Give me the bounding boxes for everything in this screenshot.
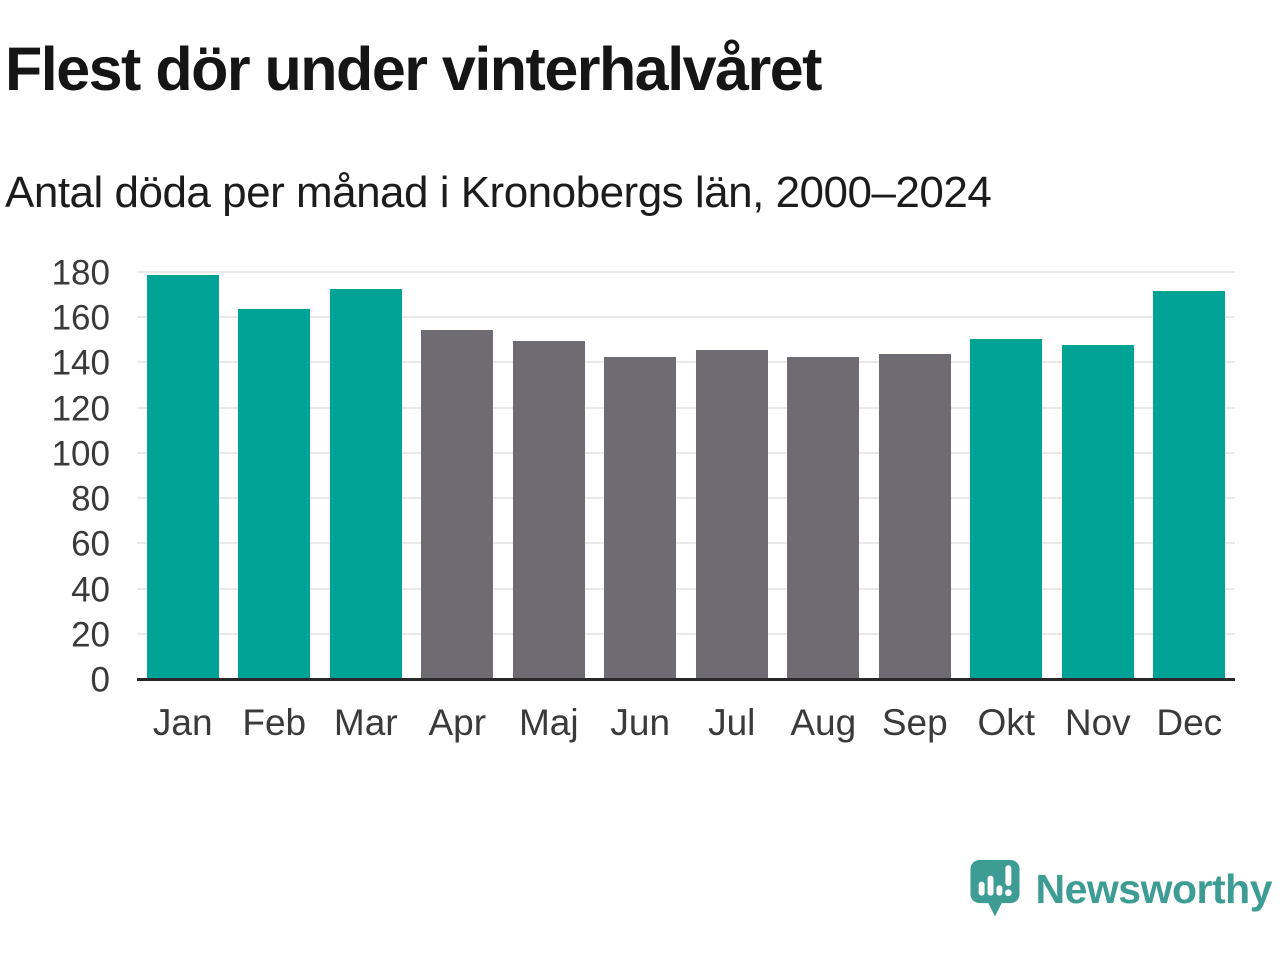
- x-axis-line: [137, 678, 1235, 681]
- bar-slot-sep: [869, 273, 961, 680]
- newsworthy-logo: Newsworthy: [969, 858, 1273, 920]
- y-tick-label-160: 160: [51, 298, 110, 338]
- plot-area: [137, 271, 1236, 681]
- bar-okt: [970, 338, 1043, 680]
- bar-maj: [512, 340, 585, 680]
- x-tick-label-jan: Jan: [152, 702, 213, 743]
- bar-feb: [238, 309, 311, 680]
- speech-bubble-bar-chart-icon: [969, 858, 1021, 920]
- chart-title: Flest dör under vinterhalvåret: [5, 35, 823, 103]
- gridline-140: [137, 361, 1235, 364]
- bar-slot-jan: [137, 273, 229, 680]
- bar-mar: [329, 288, 402, 680]
- bar-slot-maj: [503, 273, 595, 680]
- x-tick-label-sep: Sep: [881, 702, 948, 743]
- bar-slot-dec: [1144, 273, 1236, 680]
- bar-slot-apr: [412, 273, 504, 680]
- bar-apr: [421, 329, 494, 680]
- bar-slot-mar: [320, 273, 412, 680]
- bar-jun: [604, 356, 677, 680]
- x-tick-label-jul: Jul: [708, 702, 756, 743]
- bar-jul: [695, 349, 768, 680]
- y-tick-label-120: 120: [51, 389, 110, 429]
- gridline-120: [137, 406, 1235, 409]
- bar-slot-feb: [229, 273, 321, 680]
- gridline-60: [137, 542, 1235, 545]
- newsworthy-logo-text: Newsworthy: [1035, 865, 1273, 912]
- x-tick-label-feb: Feb: [242, 702, 307, 743]
- y-tick-label-20: 20: [71, 615, 110, 655]
- y-axis: 0 20 40 60 80 100 120 140 160 180: [0, 256, 110, 698]
- x-tick-label-apr: Apr: [428, 702, 487, 743]
- x-tick-label-mar: Mar: [333, 702, 398, 743]
- y-tick-label-60: 60: [71, 524, 110, 564]
- bar-sep: [878, 354, 951, 680]
- gridline-100: [137, 451, 1235, 454]
- y-tick-label-80: 80: [71, 479, 110, 519]
- x-axis: Jan Feb Mar Apr Maj Jun Jul Aug Sep Okt Nov Dec: [137, 702, 1235, 744]
- bar-jan: [146, 275, 219, 680]
- bar-slot-okt: [961, 273, 1053, 680]
- chart-subtitle: Antal döda per månad i Kronobergs län, 2…: [5, 168, 992, 217]
- bar-dec: [1153, 291, 1226, 680]
- gridline-180: [137, 271, 1235, 273]
- y-tick-label-0: 0: [90, 660, 110, 700]
- x-tick-label-jun: Jun: [610, 702, 671, 743]
- y-tick-label-40: 40: [71, 570, 110, 610]
- y-tick-label-180: 180: [51, 253, 110, 293]
- bar-slot-aug: [778, 273, 870, 680]
- gridline-160: [137, 316, 1235, 319]
- y-tick-label-100: 100: [51, 434, 110, 474]
- gridline-80: [137, 497, 1235, 500]
- x-tick-label-dec: Dec: [1156, 702, 1223, 743]
- bar-aug: [787, 356, 860, 680]
- bar-nov: [1061, 345, 1134, 680]
- x-tick-label-nov: Nov: [1064, 702, 1131, 743]
- bar-slot-nov: [1052, 273, 1144, 680]
- bar-slot-jul: [686, 273, 778, 680]
- y-tick-label-140: 140: [51, 343, 110, 383]
- x-tick-label-aug: Aug: [790, 702, 857, 743]
- gridline-20: [137, 632, 1235, 635]
- gridline-40: [137, 587, 1235, 590]
- x-tick-label-okt: Okt: [977, 702, 1036, 743]
- x-tick-label-maj: Maj: [518, 702, 579, 743]
- bar-slot-jun: [595, 273, 687, 680]
